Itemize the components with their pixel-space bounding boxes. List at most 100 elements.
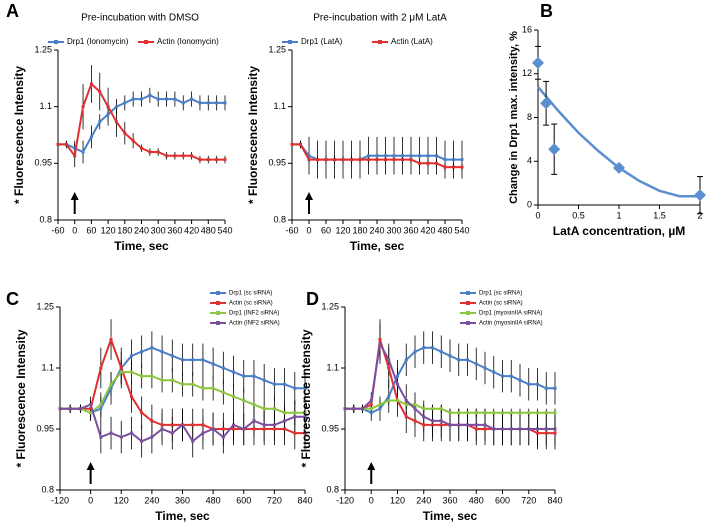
data-point (206, 158, 210, 162)
data-point (221, 366, 225, 370)
x-tick-label: 300 (151, 225, 166, 235)
data-point (215, 101, 219, 105)
data-point (221, 427, 225, 431)
data-point (474, 362, 478, 366)
x-tick-label: 0 (306, 225, 311, 235)
data-point (501, 374, 504, 378)
legend-label: Actin (sc siRNA) (229, 301, 273, 307)
data-point (109, 386, 113, 390)
data-point (369, 407, 373, 411)
x-tick-label: 360 (403, 225, 418, 235)
data-point (536, 431, 539, 435)
x-tick-label: 120 (390, 495, 405, 505)
data-point (396, 382, 399, 386)
data-point (352, 407, 356, 411)
data-point (170, 431, 174, 435)
data-point (358, 158, 362, 162)
data-point (435, 161, 438, 165)
data-point (392, 154, 396, 158)
data-point (303, 415, 307, 419)
data-point (262, 378, 266, 382)
data-point (474, 411, 478, 415)
x-tick-label: 0 (369, 495, 374, 505)
data-point (404, 403, 408, 407)
legend-label: Actin (INF2 siRNA) (229, 321, 280, 327)
legend-label: Drp1 (Ionomycin) (67, 37, 129, 46)
data-point (396, 399, 399, 403)
data-point (316, 158, 319, 162)
x-tick-label: 300 (386, 225, 401, 235)
data-point (123, 101, 127, 105)
data-point (140, 97, 143, 101)
data-point (422, 346, 426, 350)
legend-marker (466, 311, 470, 315)
data-point (694, 189, 706, 202)
data-point (232, 370, 236, 374)
data-point (457, 423, 461, 427)
data-point (181, 154, 185, 158)
data-point (129, 354, 133, 358)
data-point (483, 366, 487, 370)
data-point (553, 431, 557, 435)
data-point (452, 158, 455, 162)
data-point (483, 423, 487, 427)
data-point (160, 378, 164, 382)
data-point (89, 403, 93, 407)
x-tick-label: 0 (535, 210, 540, 220)
y-tick-label: 16 (522, 24, 532, 34)
data-point (150, 419, 154, 423)
data-point (252, 374, 256, 378)
data-point (378, 338, 382, 342)
data-point (299, 142, 302, 146)
data-point (191, 382, 195, 386)
data-point (460, 165, 464, 169)
x-tick-label: -60 (285, 225, 298, 235)
data-point (413, 350, 417, 354)
data-point (119, 370, 123, 374)
data-point (401, 158, 404, 162)
data-point (160, 427, 164, 431)
x-tick-label: 840 (297, 495, 312, 505)
x-tick-label: 2 (697, 210, 702, 220)
data-point (369, 411, 373, 415)
data-point (156, 150, 160, 154)
y-tick-label: 8 (527, 112, 532, 122)
data-point (150, 435, 154, 439)
x-tick-label: 360 (175, 495, 190, 505)
legend-label: Drp1 (sc siRNA) (479, 291, 522, 297)
data-point (140, 411, 144, 415)
legend-marker (54, 40, 58, 44)
y-tick-label: 1.1 (273, 101, 286, 111)
data-point (129, 370, 133, 374)
data-point (252, 403, 256, 407)
data-point (119, 435, 123, 439)
data-point (548, 143, 561, 156)
data-point (221, 390, 225, 394)
data-point (544, 427, 548, 431)
data-point (418, 161, 421, 165)
data-point (333, 158, 336, 162)
data-point (544, 431, 548, 435)
legend-label: Actin (sc siRNA) (479, 301, 523, 307)
data-point (140, 350, 144, 354)
data-point (190, 97, 194, 101)
data-point (129, 431, 133, 435)
y-tick-label: 0.95 (268, 158, 286, 168)
data-point (290, 142, 294, 146)
data-point (303, 431, 307, 435)
x-tick-label: 120 (101, 225, 116, 235)
y-tick-label: 12 (522, 68, 532, 78)
data-point (81, 105, 85, 109)
data-point (466, 411, 469, 415)
data-point (81, 150, 85, 154)
data-point (404, 358, 408, 362)
data-point (343, 407, 347, 411)
data-point (439, 350, 443, 354)
data-point (384, 158, 387, 162)
data-point (431, 407, 434, 411)
data-point (404, 399, 408, 403)
data-point (387, 358, 391, 362)
data-point (492, 411, 496, 415)
data-point (553, 411, 557, 415)
data-point (527, 411, 531, 415)
